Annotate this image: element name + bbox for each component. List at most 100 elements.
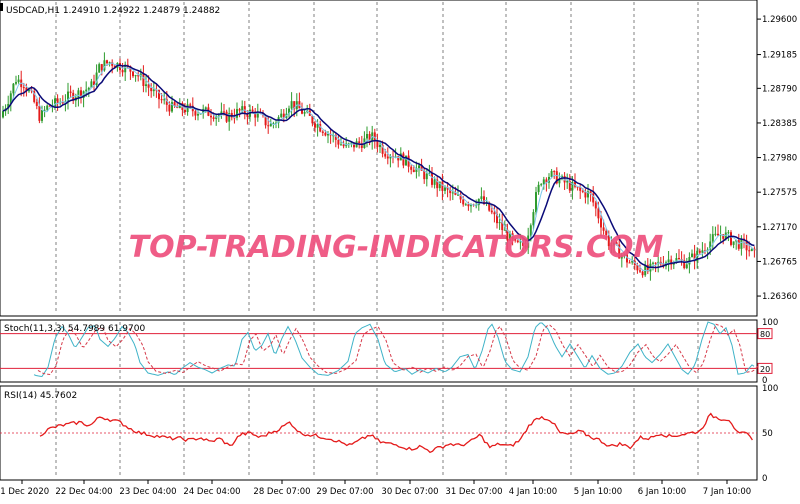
candle-body	[171, 102, 173, 112]
candle-body	[553, 171, 556, 173]
candle-body	[316, 124, 319, 128]
candle-body	[514, 239, 517, 241]
candle-body	[446, 187, 449, 190]
candle-body	[730, 232, 732, 245]
candle-body	[142, 73, 145, 86]
candle-body	[358, 141, 361, 144]
candle-body	[675, 258, 678, 263]
candle-body	[587, 191, 589, 198]
candle-body	[652, 262, 654, 264]
candle-body	[451, 192, 454, 194]
candle-body	[189, 104, 192, 106]
candle-body	[87, 87, 90, 90]
candle-body	[160, 99, 163, 101]
candle-body	[9, 93, 12, 104]
candle-body	[527, 235, 530, 248]
candle-body	[615, 242, 618, 245]
candle-body	[282, 113, 285, 118]
candle-body	[410, 166, 413, 170]
candle-body	[727, 232, 730, 234]
candle-body	[607, 235, 610, 247]
candle-body	[454, 192, 457, 195]
candle-body	[516, 240, 519, 243]
candle-body	[592, 193, 595, 203]
candle-body	[444, 187, 446, 191]
candle-body	[626, 254, 628, 263]
candle-body	[163, 99, 166, 101]
candle-body	[654, 262, 657, 264]
candle-body	[272, 123, 275, 125]
candle-body	[327, 133, 329, 136]
candle-body	[548, 176, 550, 183]
candle-body	[111, 62, 114, 66]
candle-body	[48, 105, 51, 107]
candle-body	[264, 115, 267, 126]
candle-body	[483, 196, 485, 204]
candle-body	[449, 189, 452, 194]
time-tick-label: 28 Dec 07:00	[253, 487, 310, 497]
candle-body	[418, 165, 420, 169]
stoch-level-badge	[757, 362, 773, 374]
candle-body	[61, 102, 64, 104]
candle-body	[576, 186, 579, 188]
candle-body	[490, 210, 493, 213]
candle-body	[462, 199, 465, 205]
candle-body	[360, 143, 363, 148]
candle-body	[678, 258, 680, 260]
candle-body	[256, 112, 259, 118]
candle-body	[43, 109, 46, 111]
candle-body	[381, 144, 384, 154]
time-tick-label: 6 Jan 10:00	[638, 487, 686, 497]
candle-body	[173, 102, 176, 107]
candle-body	[254, 111, 257, 118]
candle-body	[732, 241, 735, 245]
price-tick-label: 1.27170	[762, 223, 797, 233]
candle-body	[168, 104, 171, 112]
candle-body	[197, 114, 199, 116]
candle-body	[303, 112, 306, 114]
candle-body	[579, 187, 582, 191]
candle-body	[194, 111, 197, 116]
price-tick-label: 1.26360	[762, 292, 797, 302]
rsi-tick-label: 100	[762, 384, 778, 394]
stoch-level-badge-label: 80	[760, 330, 770, 339]
candle-body	[693, 253, 696, 262]
candle-body	[366, 133, 368, 139]
candle-body	[717, 233, 719, 236]
price-tick-label: 1.27575	[762, 188, 797, 198]
candle-body	[740, 238, 743, 249]
candle-body	[178, 103, 181, 109]
time-tick-label: 24 Dec 04:00	[183, 487, 240, 497]
candle-body	[623, 254, 626, 256]
time-tick-label: 22 Dec 04:00	[55, 487, 112, 497]
candle-body	[415, 168, 418, 172]
candle-body	[246, 113, 249, 117]
candle-body	[628, 262, 631, 264]
time-tick-label: 7 Jan 10:00	[703, 487, 751, 497]
candle-body	[186, 104, 189, 113]
candle-body	[457, 194, 459, 196]
stoch-level-badge	[757, 328, 773, 340]
candle-body	[701, 250, 704, 253]
candle-body	[319, 124, 322, 132]
candle-body	[236, 109, 238, 118]
candle-body	[441, 181, 444, 191]
candle-body	[238, 109, 241, 111]
stoch-signal-line	[37, 323, 759, 376]
candle-body	[353, 142, 355, 148]
candle-body	[498, 222, 501, 224]
candle-body	[584, 191, 587, 198]
rsi-line	[39, 412, 753, 454]
candle-body	[537, 184, 540, 193]
candle-body	[376, 141, 379, 148]
candle-body	[714, 233, 717, 235]
candle-body	[69, 91, 72, 93]
candle-body	[459, 194, 462, 200]
candle-body	[212, 117, 215, 119]
candle-body	[340, 144, 342, 146]
candle-body	[501, 222, 504, 231]
candle-body	[600, 218, 602, 228]
candle-body	[563, 175, 566, 183]
candle-body	[98, 64, 101, 73]
candle-body	[95, 72, 98, 85]
